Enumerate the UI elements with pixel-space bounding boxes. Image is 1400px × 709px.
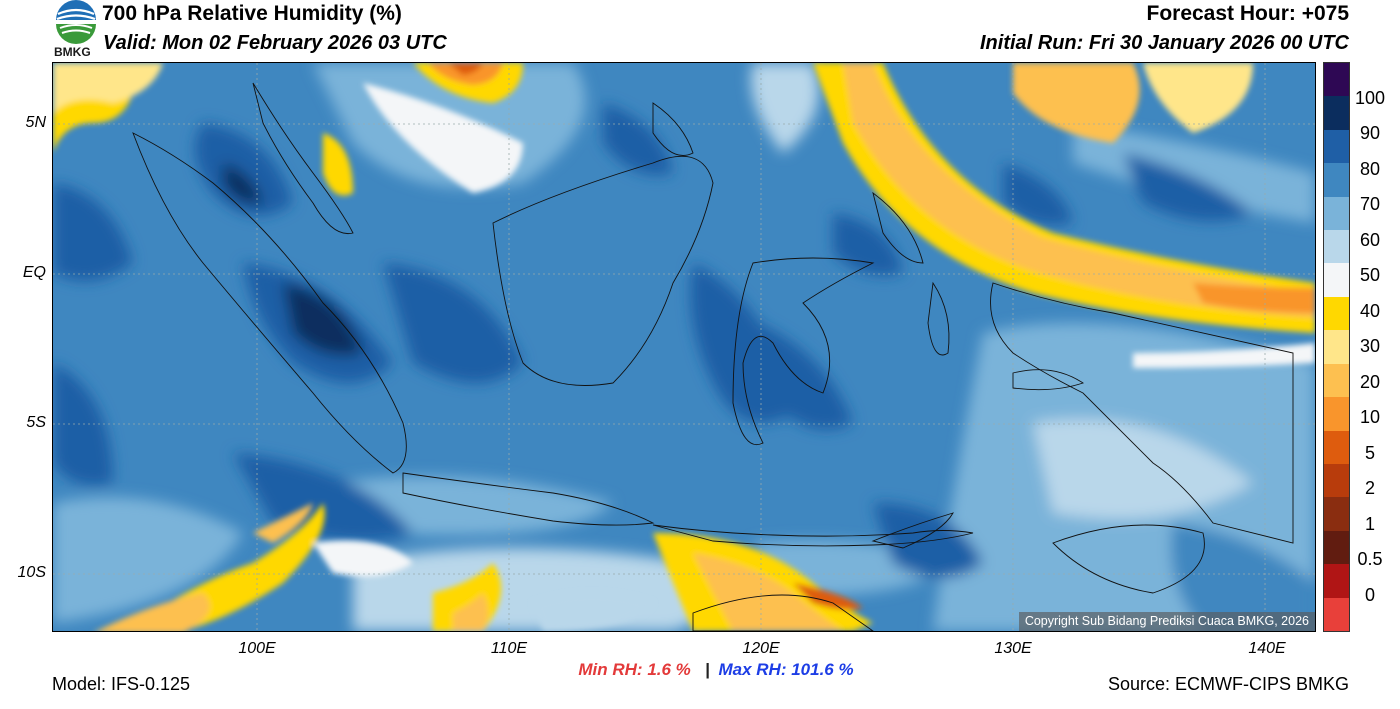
colorbar-segment [1324,263,1349,298]
colorbar-segment [1324,564,1349,599]
colorbar-label: 0.5 [1357,549,1383,569]
colorbar-label: 0 [1364,585,1375,605]
valid-time: Valid: Mon 02 February 2026 03 UTC [103,32,447,54]
lat-label-eq: EQ [22,264,46,281]
lon-label-140e: 140E [1248,640,1286,657]
min-rh: Min RH: 1.6 % [578,660,691,679]
colorbar-segment [1324,330,1349,365]
colorbar-label: 90 [1359,123,1381,143]
humidity-field [53,63,1315,631]
colorbar-label: 100 [1354,88,1386,108]
coastlines [132,82,1294,631]
colorbar-label: 1 [1364,514,1375,534]
source-label: Source: ECMWF-CIPS BMKG [1107,674,1349,694]
forecast-hour: Forecast Hour: +075 [1146,2,1350,25]
colorbar-label: 40 [1359,301,1381,321]
max-rh: Max RH: 101.6 % [718,660,854,679]
colorbar-segment [1324,397,1349,432]
lon-label-110e: 110E [490,640,528,657]
colorbar-segment [1324,296,1349,331]
colorbar-label: 60 [1359,230,1381,250]
colorbar-label: 20 [1359,372,1381,392]
initial-run: Initial Run: Fri 30 January 2026 00 UTC [979,32,1349,54]
colorbar-label: 70 [1359,194,1381,214]
colorbar-segment [1324,163,1349,198]
lat-label-5n: 5N [25,114,46,131]
humidity-map: Copyright Sub Bidang Prediksi Cuaca BMKG… [52,62,1316,632]
colorbar-label: 30 [1359,336,1381,356]
colorbar-segment [1324,129,1349,164]
lon-label-130e: 130E [994,640,1032,657]
lat-label-5s: 5S [26,414,46,431]
stats-separator: | [705,660,711,679]
colorbar-label: 50 [1359,265,1381,285]
colorbar-label: 2 [1364,478,1375,498]
model-label: Model: IFS-0.125 [52,674,191,694]
colorbar-segment [1324,430,1349,465]
lat-label-10s: 10S [17,564,46,581]
colorbar-segment [1324,196,1349,231]
colorbar-segment [1324,63,1349,97]
bmkg-logo-text: BMKG [54,45,91,59]
colorbar-segment [1324,597,1349,632]
lon-label-120e: 120E [742,640,780,657]
colorbar-segment [1324,96,1349,131]
colorbar-label: 10 [1359,407,1381,427]
lon-label-100e: 100E [238,640,276,657]
bmkg-logo-icon [56,0,96,44]
bmkg-logo: BMKG [52,0,100,60]
colorbar-label: 5 [1364,443,1375,463]
colorbar-segment [1324,497,1349,532]
colorbar-segment [1324,363,1349,398]
rh-stats: Min RH: 1.6 % | Max RH: 101.6 % [0,660,1400,680]
colorbar [1323,62,1350,632]
colorbar-label: 80 [1359,159,1381,179]
colorbar-segment [1324,230,1349,264]
copyright-notice: Copyright Sub Bidang Prediksi Cuaca BMKG… [1018,612,1315,631]
colorbar-segment [1324,530,1349,565]
colorbar-segment [1324,463,1349,498]
map-title: 700 hPa Relative Humidity (%) [102,2,402,25]
